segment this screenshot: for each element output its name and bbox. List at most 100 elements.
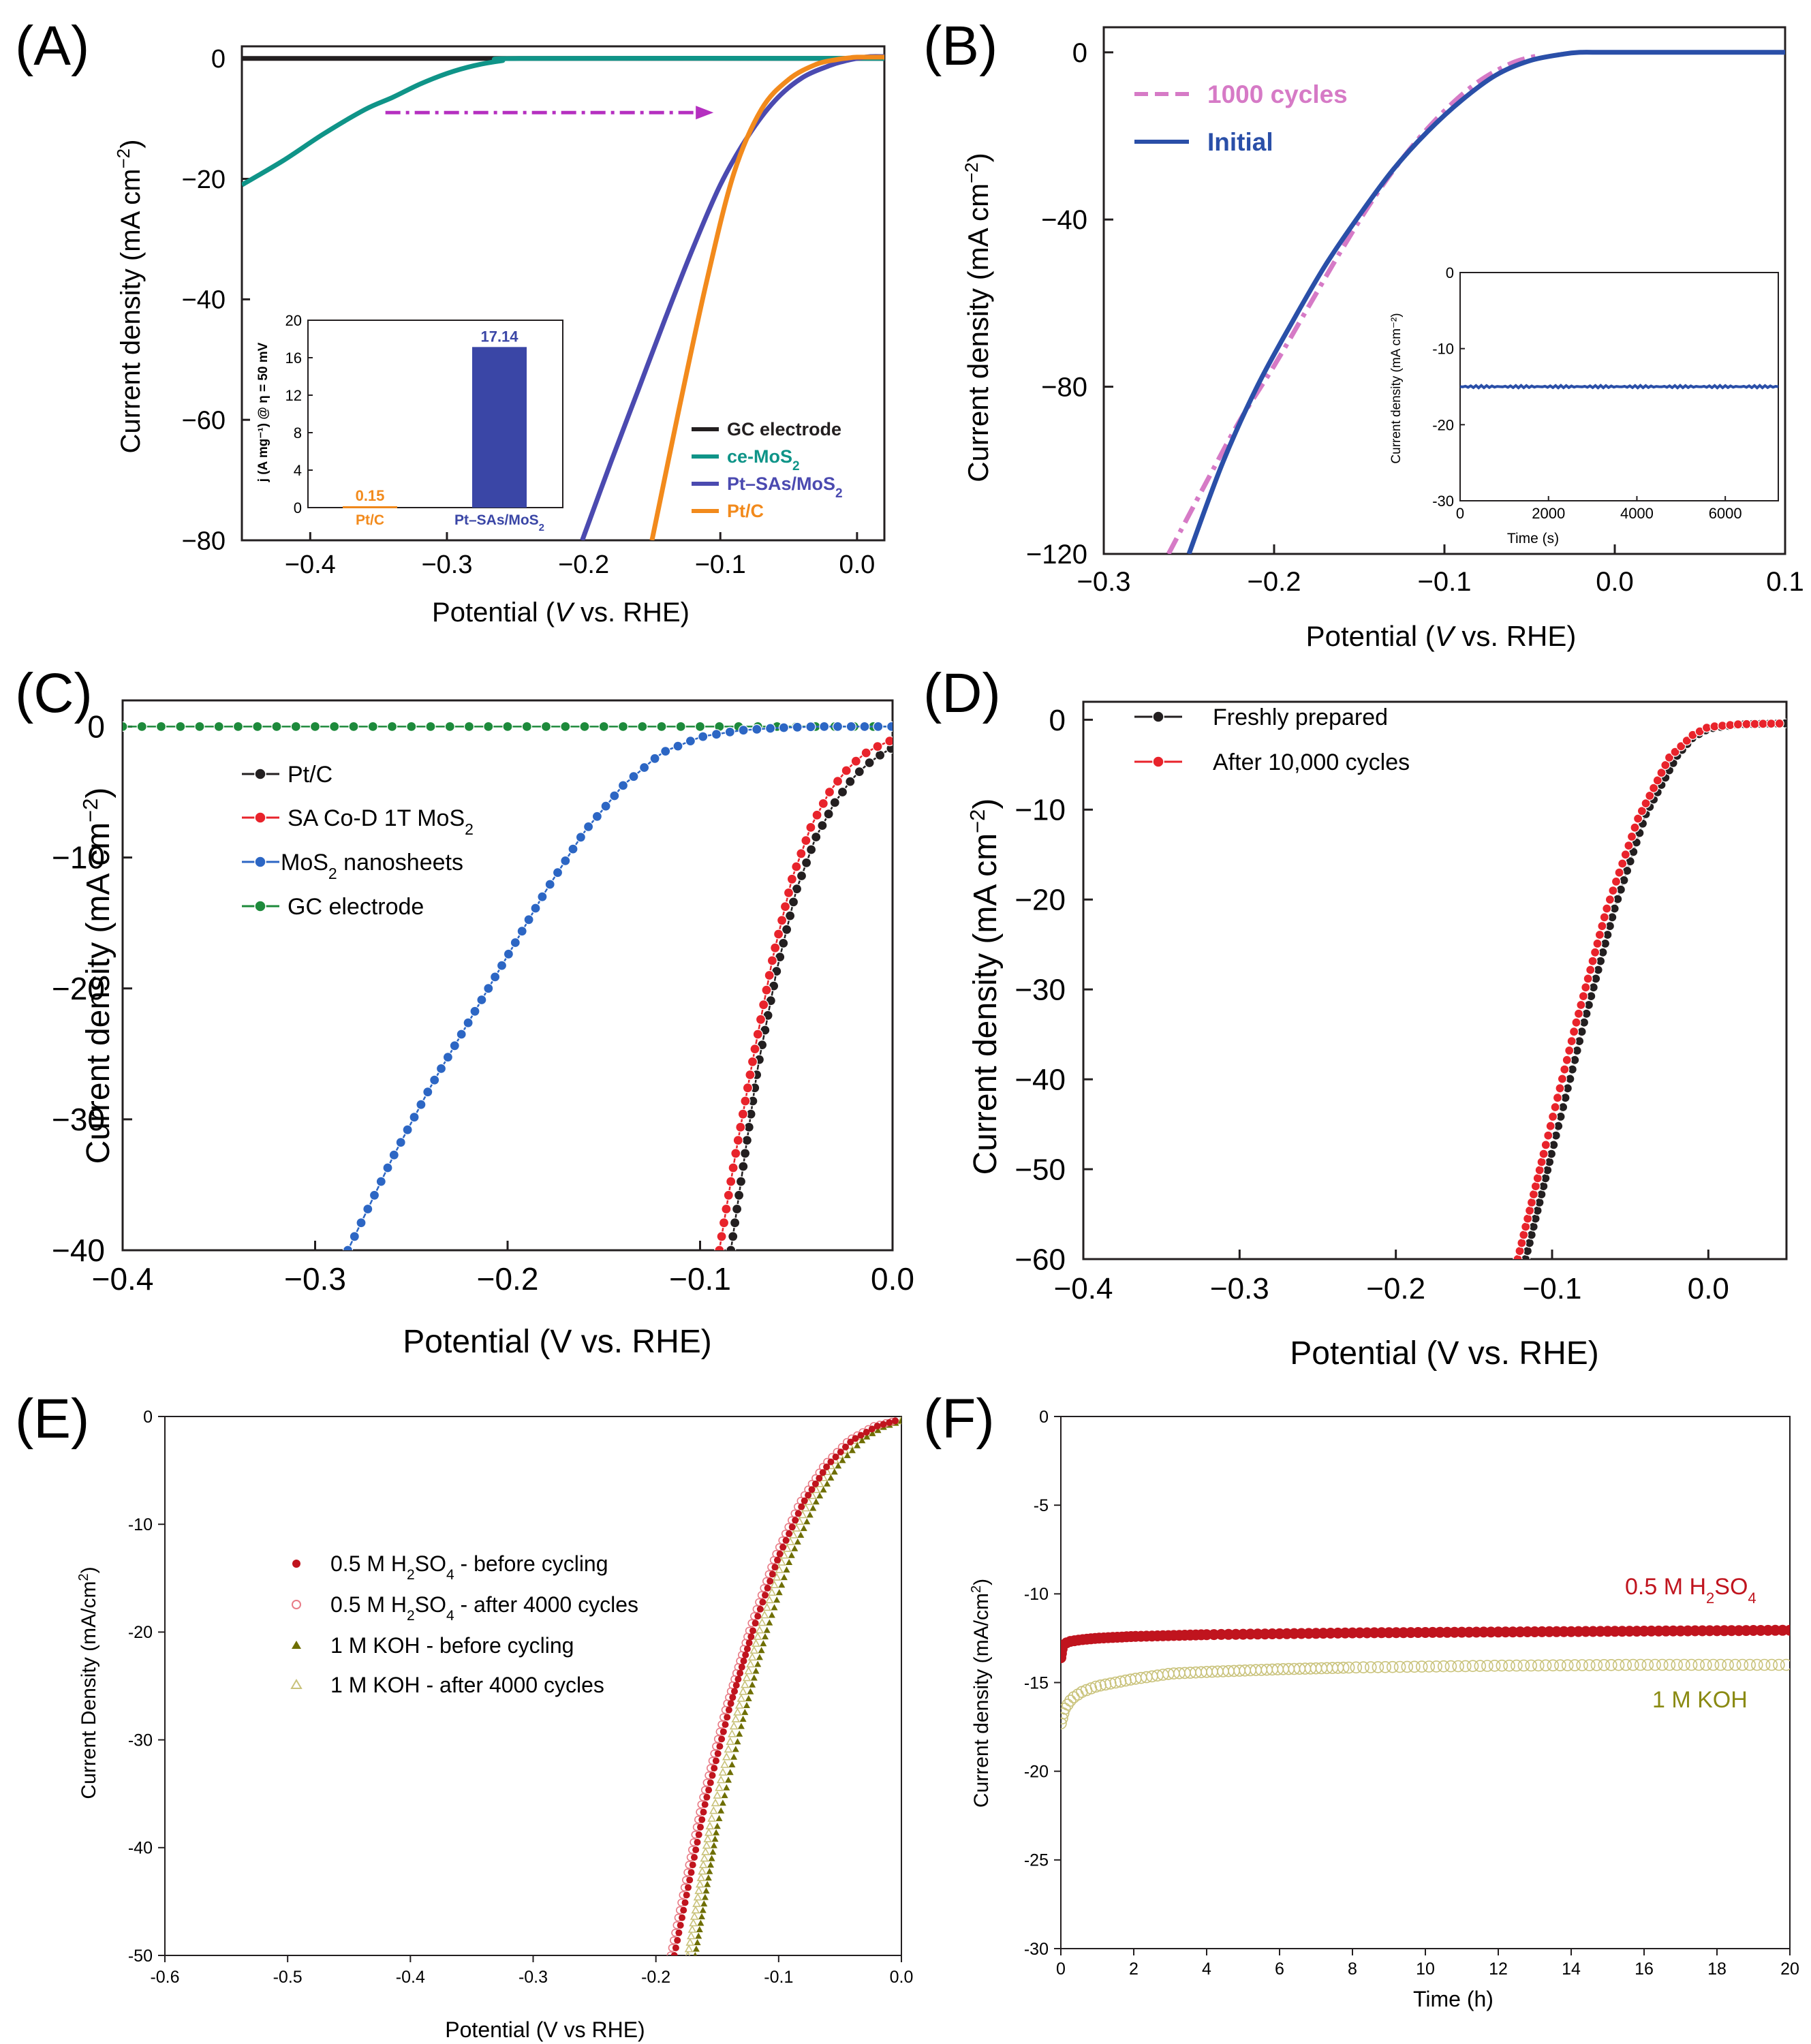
panel-a-inset-category-pt-sas-mos2: Pt–SAs/MoS2 bbox=[454, 512, 544, 533]
series-1-m-koh-before-cycling-marker bbox=[725, 1776, 732, 1783]
series-pt-c-marker bbox=[837, 786, 848, 798]
panel-d-y-tick-label: −60 bbox=[1015, 1243, 1066, 1276]
series-pt-c-marker bbox=[864, 757, 875, 769]
series-1m-koh-marker bbox=[1452, 1660, 1464, 1673]
series-mos2-nanosheets-marker bbox=[422, 1087, 433, 1098]
series-1m-koh-marker bbox=[1612, 1658, 1625, 1671]
series-1m-koh-marker bbox=[1430, 1660, 1442, 1673]
series-1-m-koh-before-cycling-marker bbox=[827, 1474, 835, 1481]
series-0-5-m-h2so4-before-cycling-marker bbox=[756, 1605, 764, 1613]
panel-e-x-tick-label: 0.0 bbox=[890, 1968, 914, 1987]
series-sa-co-d-1t-mos2-marker bbox=[726, 1176, 737, 1187]
series-1-m-koh-before-cycling-marker bbox=[693, 1952, 698, 1955]
series-after-10-000-cycles-marker bbox=[1630, 822, 1640, 833]
series-mos2-nanosheets-marker bbox=[429, 1074, 440, 1085]
panel-f-y-tick-label: -10 bbox=[1024, 1585, 1049, 1604]
series-after-10-000-cycles-marker bbox=[1670, 747, 1680, 757]
series-0-5-m-h2so4-before-cycling-marker bbox=[719, 1728, 727, 1735]
series-0-5-m-h2so4-before-cycling-marker bbox=[670, 1952, 678, 1955]
panel-b-y-axis-label: Current density (mA cm−2) bbox=[961, 153, 994, 482]
panel-c-y-tick-label: −10 bbox=[52, 840, 105, 876]
series-1-m-koh-after-4000-cycles-marker bbox=[760, 1610, 769, 1619]
panel-b-chart: −0.3 −0.2 −0.1 0.0 0.1 0 −40 −80 −120 bbox=[1026, 26, 1804, 597]
series-1m-koh-marker bbox=[1061, 1717, 1067, 1730]
series-1-m-koh-after-4000-cycles-marker bbox=[687, 1925, 697, 1933]
series-gc-electrode-marker bbox=[309, 721, 321, 732]
panel-b-y-tick-label: −120 bbox=[1026, 540, 1087, 570]
series-1-m-koh-before-cycling-marker bbox=[743, 1702, 750, 1708]
legend-label-koh-after: 1 M KOH - after 4000 cycles bbox=[330, 1673, 604, 1697]
series-0-5-m-h2so4-before-cycling-marker bbox=[776, 1550, 784, 1558]
panel-f-label-h2so4: 0.5 M H2SO4 bbox=[1625, 1574, 1756, 1607]
series-1-m-koh-after-4000-cycles-marker bbox=[753, 1632, 762, 1640]
series-1-m-koh-before-cycling-marker bbox=[771, 1604, 778, 1611]
series-1-m-koh-after-4000-cycles-marker bbox=[770, 1580, 779, 1588]
series-0-5-m-h2so4-before-cycling-marker bbox=[691, 1854, 698, 1861]
series-pt-c-marker bbox=[731, 1203, 743, 1215]
series-sa-co-d-1t-mos2-marker bbox=[818, 798, 829, 809]
legend-marker-after-10000-cycles bbox=[1152, 756, 1164, 768]
series-0-5-m-h2so4-after-4000-cycles-marker bbox=[666, 1951, 675, 1955]
series-0-5-m-h2so4-before-cycling-marker bbox=[725, 1706, 732, 1714]
legend-label-koh-before: 1 M KOH - before cycling bbox=[330, 1633, 574, 1658]
series-gc-electrode-marker bbox=[123, 721, 128, 732]
series-mos2-nanosheets-marker bbox=[711, 729, 722, 740]
series-1m-koh-marker bbox=[1438, 1660, 1450, 1673]
series-after-10-000-cycles-marker bbox=[1530, 1181, 1541, 1192]
series-1-m-koh-after-4000-cycles-marker bbox=[703, 1834, 713, 1842]
series-0-5-m-h2so4-before-cycling-marker bbox=[740, 1657, 747, 1664]
series-pt-c-marker bbox=[823, 809, 834, 820]
series-mos2-nanosheets-marker bbox=[568, 843, 578, 854]
series-0-5-m-h2so4-before-cycling-marker bbox=[716, 1743, 724, 1750]
inset-a-bar-pt-sas-mos bbox=[472, 347, 527, 508]
series-1-m-koh-before-cycling-marker bbox=[754, 1660, 762, 1667]
series-mos2-nanosheets-marker bbox=[349, 1231, 360, 1242]
series-0-5-m-h2so4-before-cycling-marker bbox=[767, 1577, 774, 1585]
series-1-m-koh-before-cycling-marker bbox=[749, 1681, 756, 1688]
series-pt-c-marker bbox=[788, 897, 799, 908]
series-mos2-nanosheets-marker bbox=[476, 994, 487, 1006]
series-1m-koh-marker bbox=[1068, 1691, 1080, 1703]
series-mos2-nanosheets-marker bbox=[832, 721, 843, 732]
series-sa-co-d-1t-mos2-marker bbox=[801, 835, 811, 846]
series-1-m-koh-before-cycling-marker bbox=[809, 1504, 817, 1511]
series-1-m-koh-after-4000-cycles-marker bbox=[684, 1944, 694, 1953]
series-after-10-000-cycles-marker bbox=[1624, 840, 1634, 851]
series-mos2-nanosheets-marker bbox=[638, 762, 650, 773]
series-after-10-000-cycles-marker bbox=[1660, 760, 1671, 771]
series-1-m-koh-after-4000-cycles-marker bbox=[707, 1814, 716, 1822]
series-1-m-koh-before-cycling-marker bbox=[797, 1532, 805, 1538]
series-0-5-m-h2so4-before-cycling-marker bbox=[852, 1435, 859, 1442]
series-mos2-nanosheets-marker bbox=[698, 731, 709, 742]
series-mos2-nanosheets-marker bbox=[503, 948, 514, 959]
series-mos2-nanosheets-marker bbox=[456, 1029, 467, 1040]
series-0-5-m-h2so4-before-cycling-marker bbox=[734, 1675, 742, 1683]
inset-a-bar-value-label: 17.14 bbox=[480, 328, 518, 345]
series-1-m-koh-after-4000-cycles-marker bbox=[724, 1744, 733, 1753]
panel-a-plot-frame bbox=[241, 45, 886, 542]
panel-c-y-tick-label: 0 bbox=[87, 709, 105, 745]
clipC-plot-area bbox=[123, 721, 893, 1250]
series-0-5-m-h2so4-before-cycling-marker bbox=[782, 1536, 790, 1544]
series-mos2-nanosheets-marker bbox=[449, 1040, 460, 1051]
series-pt-c-line bbox=[730, 747, 892, 1250]
series-0-5-m-h2so4-before-cycling-marker bbox=[692, 1846, 700, 1853]
series-after-10-000-cycles-marker bbox=[1571, 1017, 1581, 1027]
series-mos2-nanosheets-marker bbox=[846, 721, 856, 732]
series-after-10-000-cycles-marker bbox=[1576, 1000, 1586, 1010]
series-1-m-koh-after-4000-cycles-marker bbox=[713, 1791, 722, 1799]
series-1-m-koh-after-4000-cycles-marker bbox=[746, 1659, 755, 1668]
series-pt-c-marker bbox=[729, 1218, 741, 1228]
series-1-m-koh-before-cycling-marker bbox=[697, 1919, 705, 1926]
series-after-10-000-cycles-marker bbox=[1742, 719, 1752, 729]
series-sa-co-d-1t-mos2-marker bbox=[796, 848, 807, 859]
series-1-m-koh-after-4000-cycles-marker bbox=[685, 1938, 695, 1946]
series-1-m-koh-before-cycling-marker bbox=[791, 1545, 799, 1551]
series-1m-koh-marker bbox=[1365, 1661, 1377, 1673]
series-1-m-koh-before-cycling-marker bbox=[760, 1640, 767, 1647]
series-1m-koh-marker bbox=[1488, 1660, 1501, 1672]
panel-a-x-tick-label: −0.4 bbox=[285, 551, 336, 579]
series-1m-koh-marker bbox=[1707, 1658, 1720, 1671]
series-1-m-koh-before-cycling-marker bbox=[736, 1730, 743, 1737]
